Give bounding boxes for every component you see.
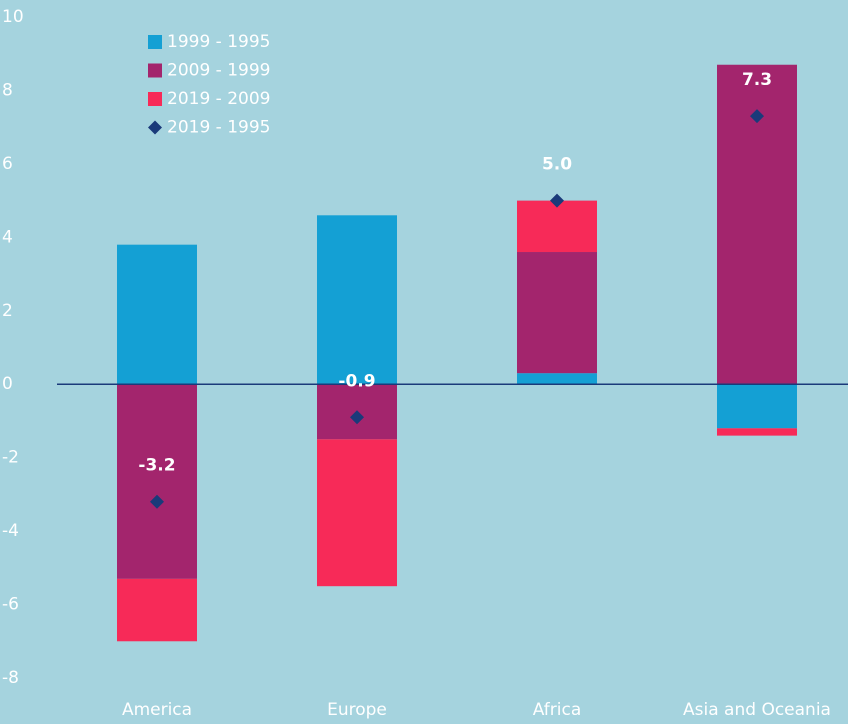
legend-label: 2009 - 1999 [167, 61, 270, 81]
y-tick-label: -6 [2, 595, 19, 615]
legend-swatch [148, 63, 162, 78]
legend-swatch [148, 35, 162, 49]
data-label: 7.3 [742, 70, 772, 90]
y-tick-label: 6 [2, 154, 13, 174]
data-label: -0.9 [338, 371, 375, 391]
total-marker [550, 193, 564, 208]
bar-segment [717, 428, 797, 436]
y-tick-label: -8 [2, 668, 19, 688]
legend-label: 2019 - 1995 [167, 118, 270, 138]
data-label: -3.2 [138, 456, 175, 476]
bar-segment [317, 215, 397, 385]
bar-segment [117, 578, 197, 642]
bar-segment [517, 373, 597, 385]
bar-segment [517, 200, 597, 253]
y-tick-label: -4 [2, 521, 19, 541]
total-marker [150, 494, 164, 509]
x-tick-label: America [122, 700, 192, 720]
legend-label: 2019 - 2009 [167, 89, 270, 109]
y-tick-label: 2 [2, 301, 13, 321]
data-label: 5.0 [542, 155, 572, 175]
legend-swatch [148, 120, 162, 135]
legend-label: 1999 - 1995 [167, 32, 270, 52]
x-tick-label: Europe [327, 700, 387, 720]
bar-segment [517, 252, 597, 374]
y-tick-label: -2 [2, 448, 19, 468]
bar-segment [117, 384, 197, 579]
y-tick-label: 4 [2, 227, 13, 247]
x-tick-label: Asia and Oceania [683, 700, 831, 720]
total-marker [750, 109, 764, 124]
bar-segment [317, 439, 397, 587]
bar-segment [717, 384, 797, 429]
y-tick-label: 0 [2, 374, 13, 394]
legend-swatch [148, 92, 162, 106]
y-tick-label: 10 [2, 7, 24, 27]
y-tick-label: 8 [2, 80, 13, 100]
x-tick-label: Africa [533, 700, 582, 720]
bar-segment [117, 244, 197, 385]
total-marker [350, 410, 364, 425]
